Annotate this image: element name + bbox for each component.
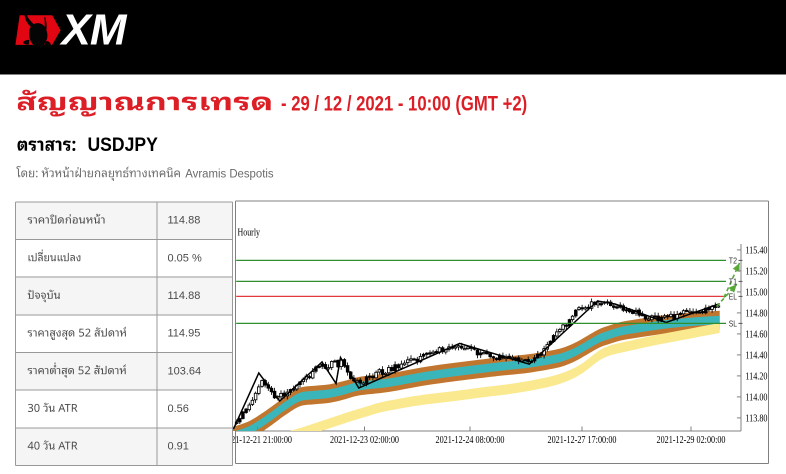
svg-text:2021-12-27 17:00:00: 2021-12-27 17:00:00 [548,435,617,446]
svg-text:2021-12-23 02:00:00: 2021-12-23 02:00:00 [330,435,399,446]
svg-text:- 29 / 12 / 2021 - 10:00 (GMT: - 29 / 12 / 2021 - 10:00 (GMT +2) [281,92,527,115]
svg-text:0.56: 0.56 [168,403,189,415]
svg-text:103.64: 103.64 [168,365,202,377]
svg-text:114.40: 114.40 [745,350,767,362]
svg-text:114.80: 114.80 [745,308,767,320]
svg-text:2021-12-24 08:00:00: 2021-12-24 08:00:00 [436,435,505,446]
svg-text:0.91: 0.91 [168,441,189,453]
svg-text:115.40: 115.40 [745,245,767,257]
svg-text:XM: XM [59,6,128,55]
svg-text:114.20: 114.20 [745,371,767,383]
svg-text:USDJPY: USDJPY [88,135,159,156]
svg-text:Avramis Despotis: Avramis Despotis [185,168,274,180]
svg-text:EL: EL [729,292,737,302]
svg-text:114.60: 114.60 [745,329,767,341]
svg-text:Hourly: Hourly [238,228,261,239]
svg-text:SL: SL [729,319,737,329]
svg-text:115.00: 115.00 [745,287,767,299]
svg-text:114.00: 114.00 [745,392,767,404]
svg-text:114.88: 114.88 [168,215,201,227]
svg-text:T1: T1 [729,277,737,287]
svg-text:114.95: 114.95 [168,328,201,340]
svg-text:2021-12-29 02:00:00: 2021-12-29 02:00:00 [657,435,726,446]
svg-text:T2: T2 [729,256,737,266]
svg-text:114.88: 114.88 [168,290,201,302]
svg-text:2021-12-21 21:00:00: 2021-12-21 21:00:00 [223,435,292,446]
svg-text:0.05 %: 0.05 % [168,252,202,264]
svg-text:113.80: 113.80 [745,413,767,425]
svg-text:115.20: 115.20 [745,266,767,278]
